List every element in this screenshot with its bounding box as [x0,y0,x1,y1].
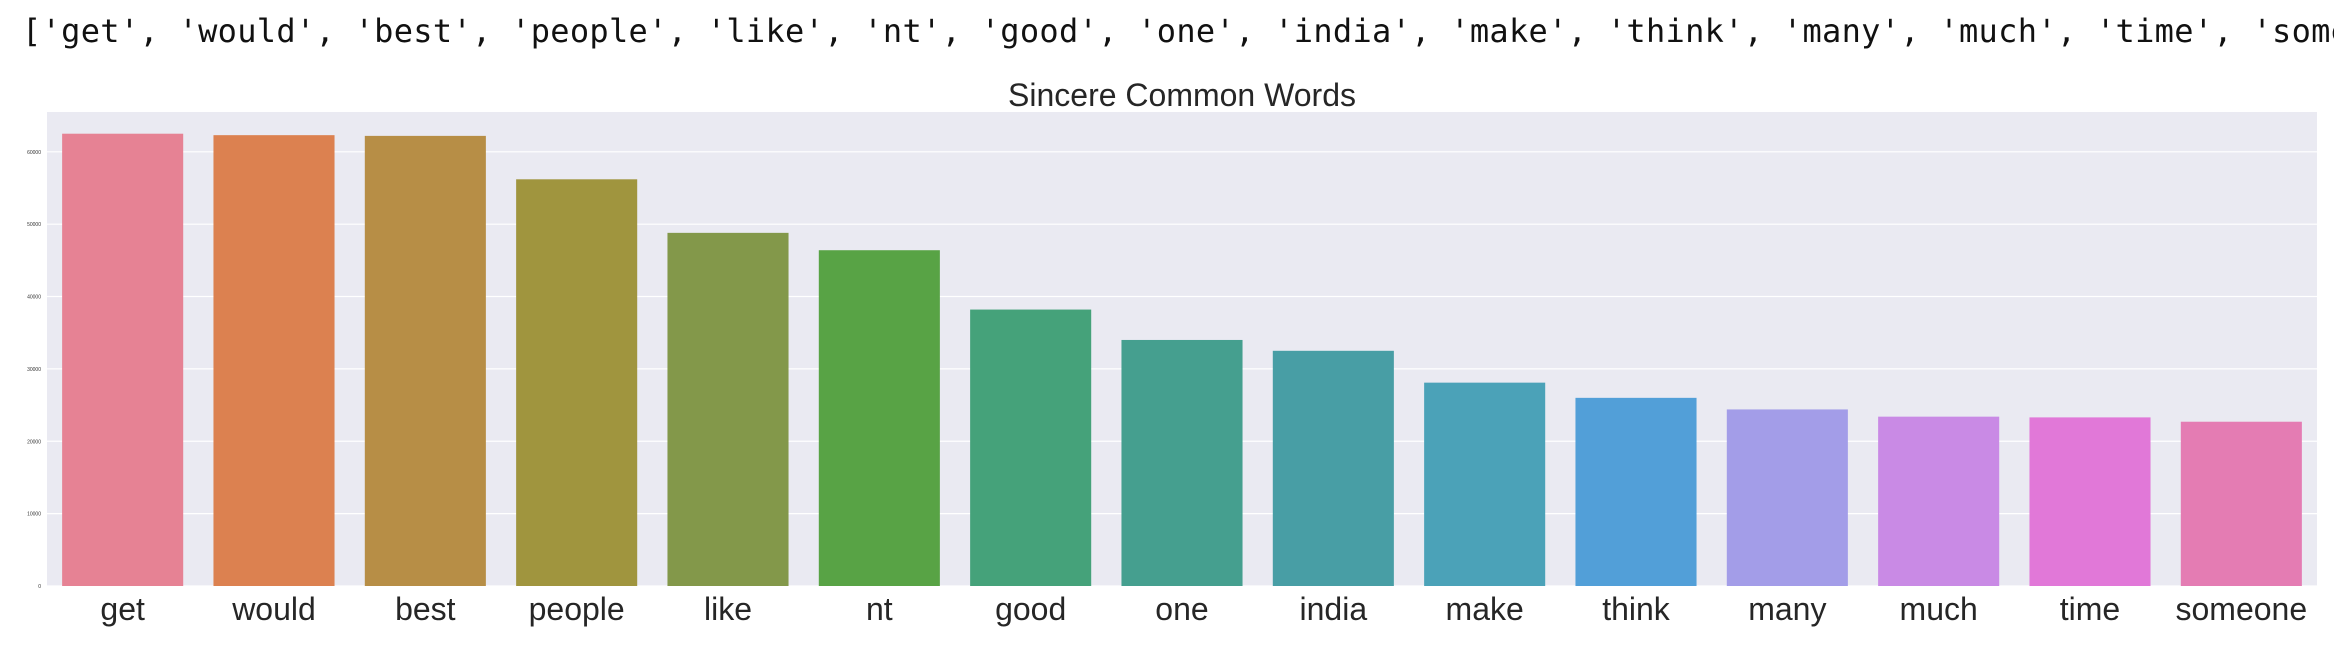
x-tick-label: one [1155,591,1208,627]
bar-time [2029,417,2151,586]
bar-one [1121,339,1243,586]
x-tick-label: good [995,591,1066,627]
bar-get [62,133,184,586]
bar-make [1424,382,1546,586]
x-tick-label: much [1900,591,1978,627]
x-tick-label: get [100,591,145,627]
bar-like [667,232,789,586]
bar-best [364,135,486,586]
y-tick-label: 20000 [27,439,41,445]
x-tick-label: time [2060,591,2120,627]
bar-many [1726,409,1848,586]
bar-india [1272,350,1394,586]
x-tick-label: make [1446,591,1524,627]
x-tick-label: like [704,591,752,627]
y-tick-label: 50000 [27,222,41,228]
x-tick-label: nt [866,591,893,627]
x-tick-label: someone [2176,591,2308,627]
y-tick-label: 60000 [27,150,41,156]
bar-much [1878,416,2000,586]
bar-nt [818,250,940,586]
x-tick-label: best [395,591,456,627]
x-tick-label: many [1748,591,1826,627]
x-tick-label: india [1300,591,1368,627]
bars [62,133,2302,586]
y-tick-label: 40000 [27,295,41,301]
bar-good [970,309,1092,586]
x-tick-label: would [231,591,316,627]
bar-someone [2180,421,2302,586]
x-tick-label: think [1602,591,1671,627]
x-tick-label: people [529,591,625,627]
bar-think [1575,397,1697,586]
x-tick-labels: get would best people like nt good one india make… [100,591,2307,627]
y-tick-label: 10000 [27,512,41,518]
bar-people [516,179,638,586]
y-tick-label: 30000 [27,367,41,373]
bar-would [213,135,335,586]
y-tick-labels: 0 10000 20000 30000 40000 50000 60000 [27,150,41,590]
chart-title: Sincere Common Words [1008,77,1356,113]
printed-word-list: ['get', 'would', 'best', 'people', 'like… [22,12,2334,50]
y-tick-label: 0 [38,584,41,590]
